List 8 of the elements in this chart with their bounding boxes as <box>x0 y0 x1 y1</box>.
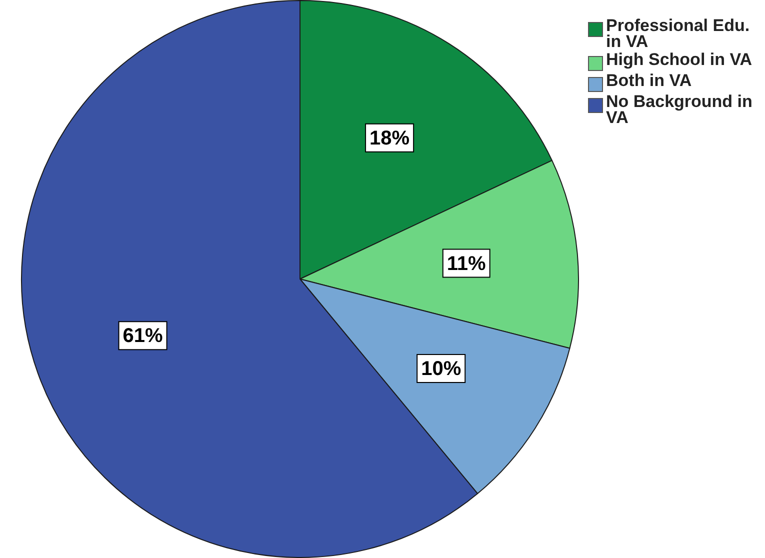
legend-label: High School in VA <box>606 50 752 69</box>
data-label: 18% <box>370 127 410 150</box>
legend-label: Both in VA <box>606 71 692 90</box>
data-label: 61% <box>122 325 164 348</box>
legend-label: No Background in VA <box>606 92 754 127</box>
data-label: 11% <box>446 252 486 275</box>
legend-label: Professional Edu. in VA <box>606 16 751 51</box>
data-label: 10% <box>421 358 462 380</box>
